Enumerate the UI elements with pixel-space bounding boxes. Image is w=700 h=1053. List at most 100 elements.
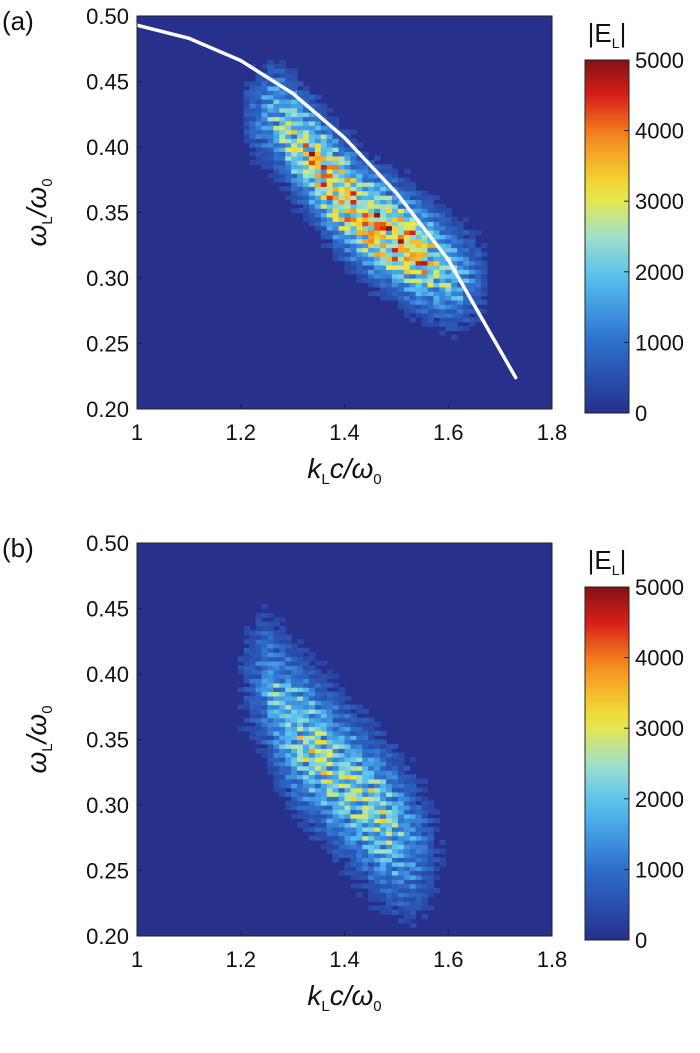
heatmap-cell	[397, 892, 405, 898]
heatmap-cell	[267, 147, 274, 152]
heatmap-cell	[397, 809, 405, 815]
heatmap-cell	[356, 826, 363, 832]
heatmap-cell	[279, 682, 286, 688]
heatmap-cell	[391, 177, 399, 183]
heatmap-cell	[445, 243, 452, 249]
heatmap-cell	[320, 748, 328, 754]
heatmap-cell	[368, 796, 375, 802]
heatmap-cell	[427, 308, 434, 314]
heatmap-cell	[314, 713, 322, 719]
heatmap-cell	[314, 678, 322, 684]
heatmap-cell	[474, 282, 482, 288]
heatmap-cell	[391, 901, 399, 907]
heatmap-cell	[255, 695, 263, 701]
heatmap-cell	[243, 99, 251, 104]
heatmap-cell	[255, 155, 263, 161]
heatmap-cell	[403, 286, 411, 292]
heatmap-cell	[285, 168, 292, 174]
heatmap-cell	[267, 682, 274, 688]
heatmap-cell	[403, 225, 411, 231]
heatmap-cell	[439, 234, 446, 240]
heatmap-cell	[403, 308, 411, 314]
heatmap-cell	[374, 234, 381, 240]
heatmap-cell	[344, 743, 351, 749]
heatmap-cell	[338, 173, 346, 179]
heatmap-cell	[261, 64, 268, 69]
heatmap-cell	[303, 774, 310, 780]
heatmap-cell	[314, 208, 322, 214]
heatmap-cell	[403, 901, 411, 907]
heatmap-cell	[326, 730, 334, 736]
heatmap-cell	[362, 730, 369, 736]
heatmap-cell	[386, 230, 393, 235]
heatmap-cell	[267, 59, 274, 65]
heatmap-cell	[403, 177, 411, 183]
heatmap-cell	[362, 809, 369, 815]
heatmap-cell	[303, 783, 310, 789]
heatmap-cell	[303, 99, 310, 104]
heatmap-cell	[308, 813, 316, 819]
heatmap-cell	[362, 748, 369, 754]
heatmap-cell	[338, 765, 346, 771]
heatmap-cell	[421, 896, 429, 902]
heatmap-cell	[273, 142, 280, 148]
heatmap-cell	[445, 238, 452, 244]
heatmap-cell	[255, 125, 263, 131]
heatmap-cell	[403, 278, 411, 283]
heatmap-cell	[374, 822, 381, 828]
heatmap-cell	[480, 251, 488, 257]
heatmap-cell	[279, 660, 286, 666]
colorbar-tick-label: 0	[635, 401, 647, 426]
heatmap-cell	[386, 892, 393, 898]
heatmap-cell	[332, 225, 340, 231]
heatmap-cell	[474, 230, 482, 235]
heatmap-cell	[415, 818, 423, 824]
heatmap-cell	[303, 809, 310, 815]
heatmap-cell	[445, 273, 452, 279]
heatmap-cell	[249, 691, 257, 697]
heatmap-cell	[386, 883, 393, 889]
heatmap-cell	[374, 216, 381, 222]
heatmap-cell	[320, 221, 328, 227]
heatmap-cell	[285, 791, 292, 797]
heatmap-cell	[273, 757, 280, 762]
heatmap-cell	[439, 221, 446, 227]
heatmap-cell	[273, 643, 280, 649]
heatmap-cell	[344, 234, 351, 240]
heatmap-cell	[374, 805, 381, 810]
heatmap-cell	[326, 752, 334, 758]
heatmap-cell	[279, 112, 286, 118]
heatmap-cell	[255, 107, 263, 113]
heatmap-cell	[314, 752, 322, 758]
heatmap-cell	[415, 299, 423, 305]
heatmap-cell	[291, 796, 298, 802]
heatmap-cell	[350, 238, 357, 244]
heatmap-cell	[368, 879, 375, 885]
heatmap-cell	[273, 687, 280, 693]
heatmap-cell	[362, 774, 369, 780]
heatmap-cell	[261, 687, 268, 693]
heatmap-cell	[332, 853, 340, 858]
heatmap-cell	[332, 713, 340, 719]
heatmap-cell	[386, 273, 393, 279]
heatmap-cell	[314, 778, 322, 784]
heatmap-cell	[261, 700, 268, 706]
heatmap-cell	[409, 791, 417, 797]
heatmap-cell	[474, 247, 482, 253]
heatmap-cell	[356, 251, 363, 257]
heatmap-cell	[457, 247, 464, 253]
heatmap-cell	[255, 700, 263, 706]
heatmap-cell	[344, 813, 351, 819]
heatmap-cell	[267, 85, 274, 91]
heatmap-cell	[326, 704, 334, 710]
heatmap-cell	[397, 831, 405, 837]
heatmap-cell	[350, 822, 357, 828]
heatmap-cell	[338, 844, 346, 850]
heatmap-cell	[344, 199, 351, 205]
heatmap-cell	[279, 695, 286, 701]
heatmap-cell	[297, 647, 304, 653]
heatmap-cell	[249, 112, 257, 118]
heatmap-cell	[344, 155, 351, 161]
heatmap-cell	[463, 273, 470, 279]
heatmap-cell	[255, 687, 263, 693]
